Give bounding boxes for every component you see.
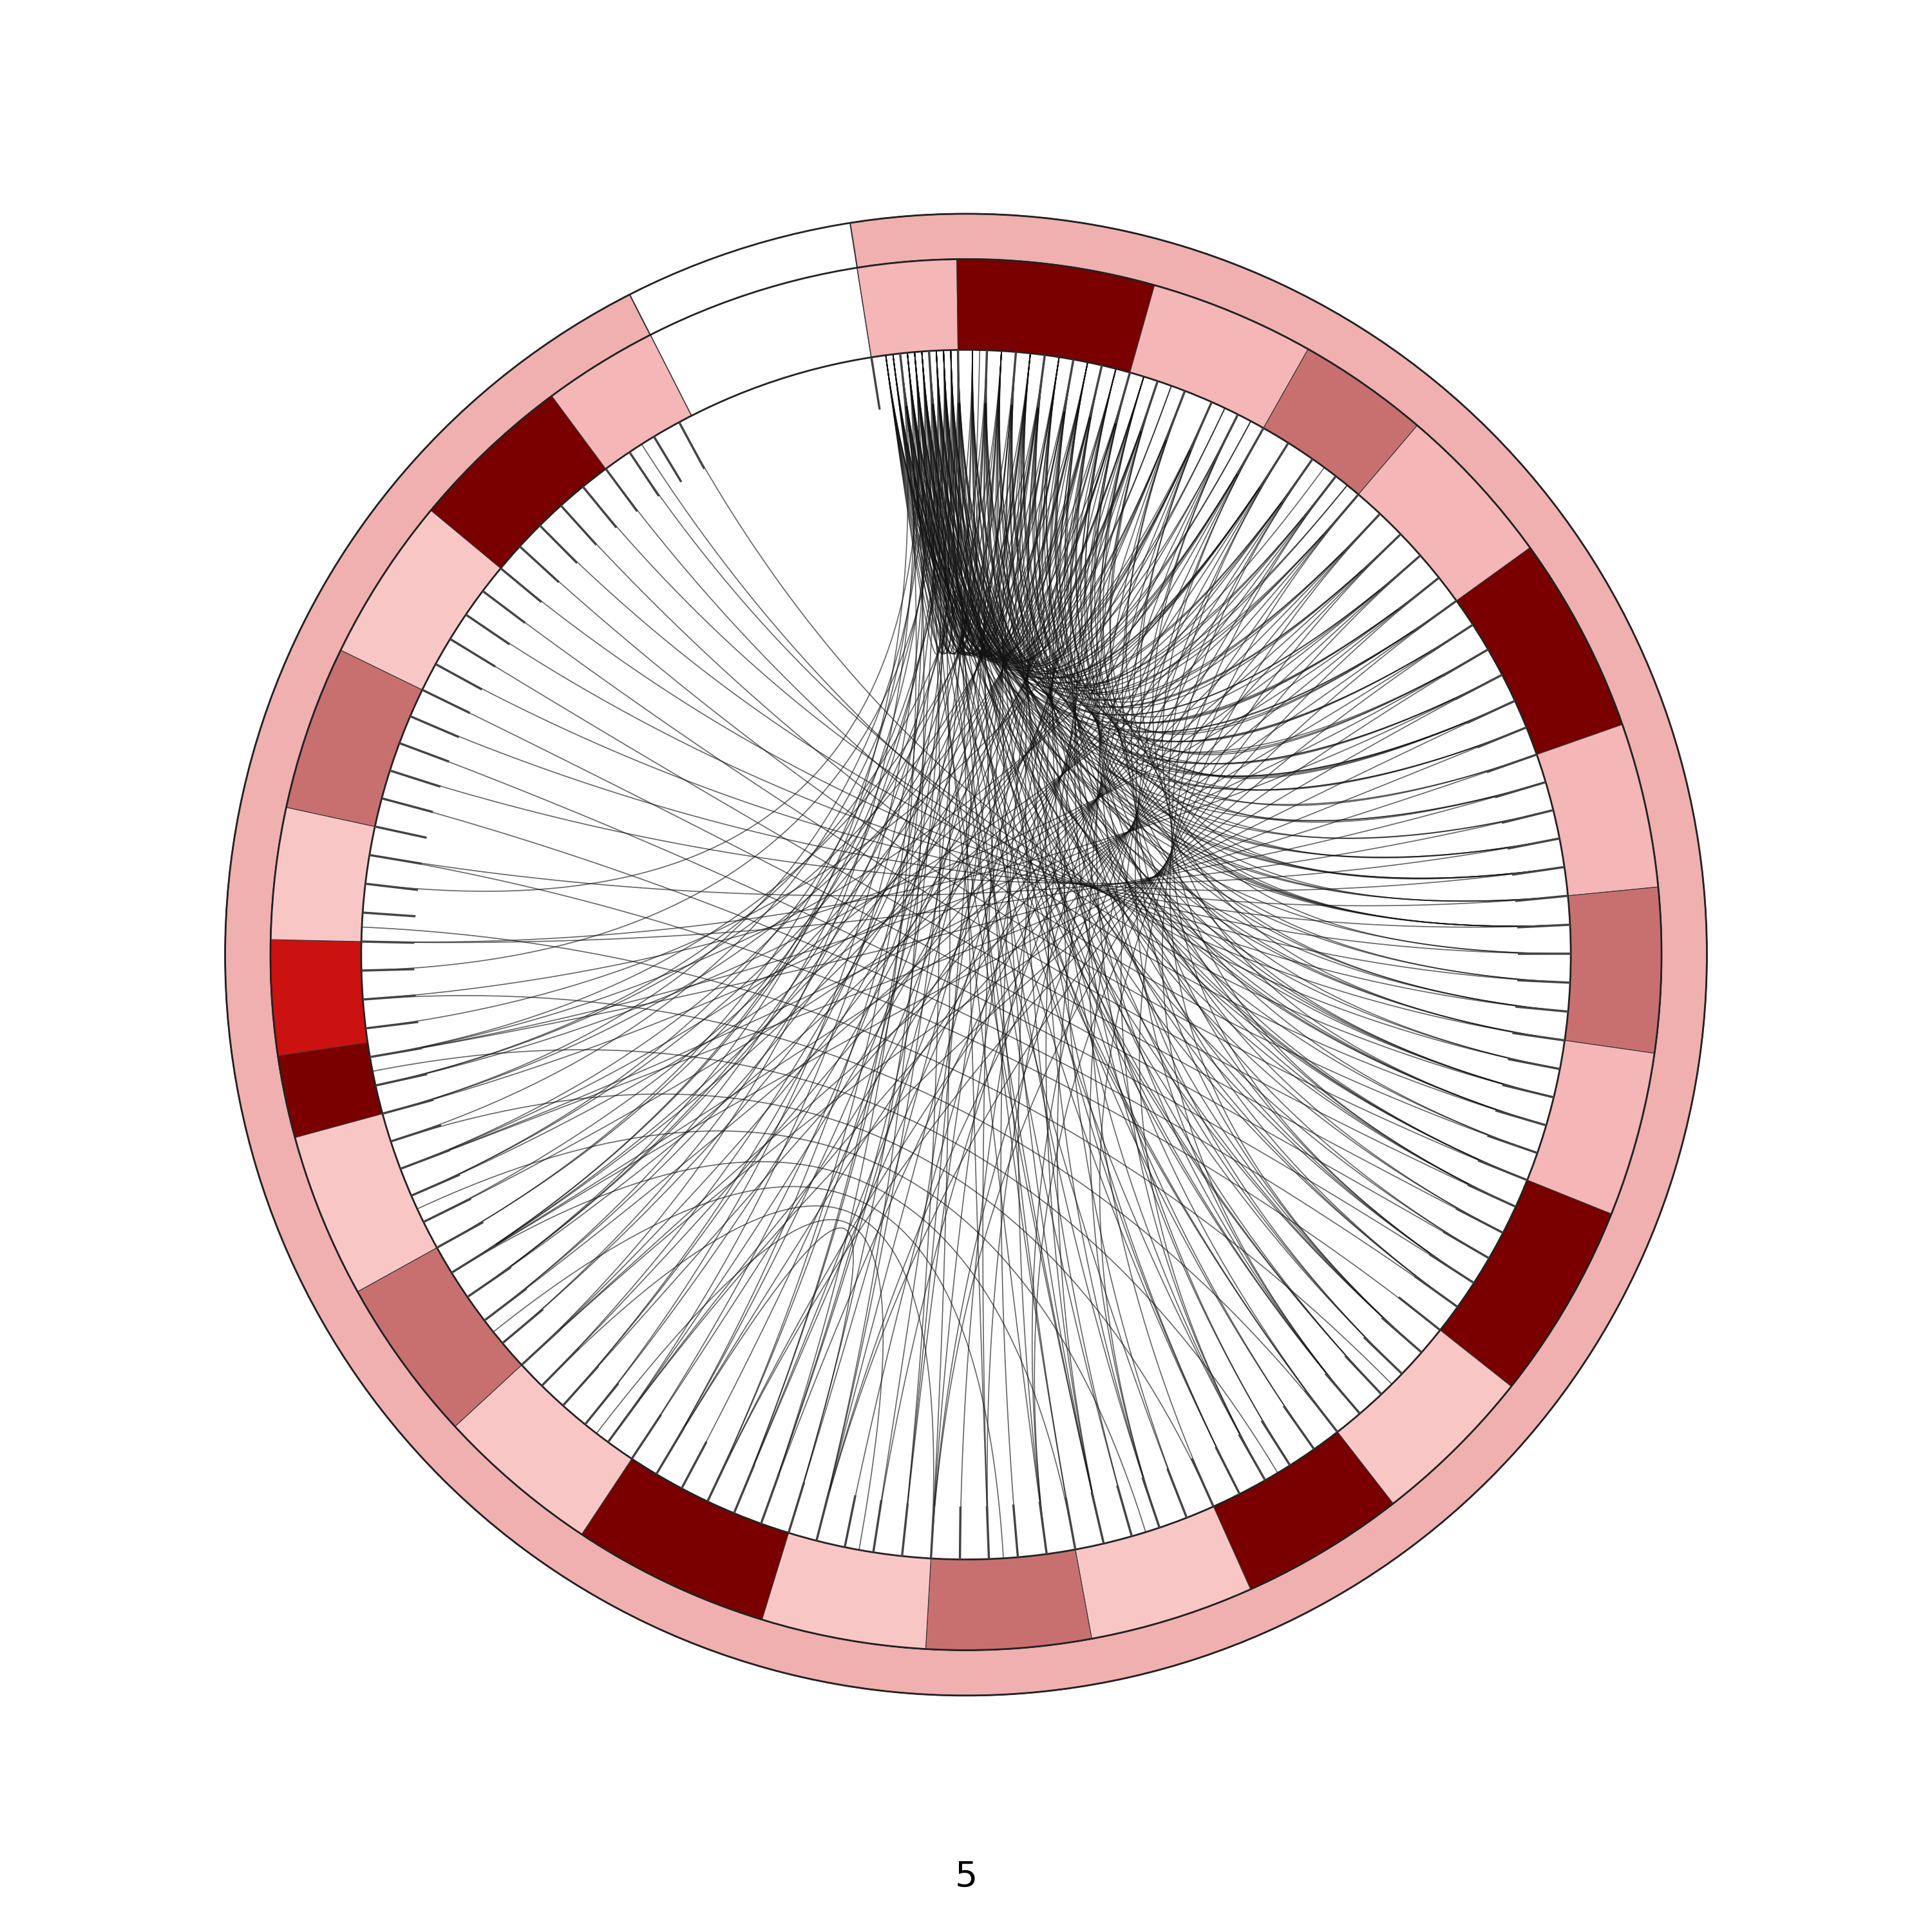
Polygon shape <box>1565 887 1662 1053</box>
Polygon shape <box>582 1459 788 1619</box>
Polygon shape <box>956 259 1155 373</box>
Polygon shape <box>1457 549 1623 755</box>
Polygon shape <box>1337 1329 1511 1503</box>
Polygon shape <box>1358 425 1530 601</box>
Polygon shape <box>1264 350 1418 495</box>
Polygon shape <box>1439 1180 1611 1387</box>
Polygon shape <box>1130 286 1308 429</box>
Polygon shape <box>1213 1432 1393 1590</box>
Polygon shape <box>296 1113 437 1293</box>
Polygon shape <box>226 214 1706 1696</box>
Polygon shape <box>340 510 500 690</box>
Polygon shape <box>1526 1041 1654 1213</box>
Polygon shape <box>431 396 607 568</box>
Polygon shape <box>761 1532 931 1650</box>
Polygon shape <box>925 1549 1092 1650</box>
Polygon shape <box>286 649 423 827</box>
Polygon shape <box>456 1364 632 1534</box>
Polygon shape <box>270 939 367 1057</box>
Text: 5: 5 <box>954 1861 978 1895</box>
Polygon shape <box>1076 1507 1250 1638</box>
Polygon shape <box>270 259 1662 1650</box>
Polygon shape <box>858 259 958 357</box>
Polygon shape <box>553 334 692 469</box>
Polygon shape <box>270 808 375 974</box>
Polygon shape <box>1536 724 1658 896</box>
Polygon shape <box>270 970 383 1138</box>
Circle shape <box>361 350 1571 1559</box>
Polygon shape <box>357 1248 522 1426</box>
